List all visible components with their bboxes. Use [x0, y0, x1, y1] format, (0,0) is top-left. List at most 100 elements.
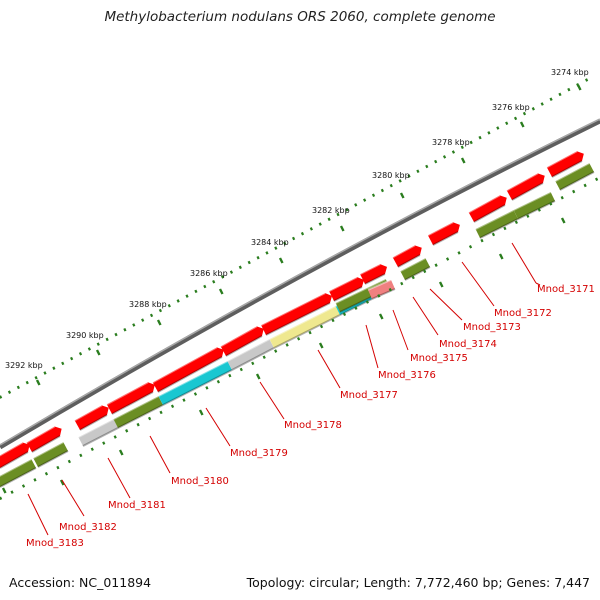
inner-dot: [33, 478, 37, 482]
reverse-gene-body: [555, 163, 594, 190]
reverse-gene-shade: [37, 450, 69, 468]
forward-gene-shine: [0, 441, 24, 457]
gene-label: Mnod_3174: [439, 339, 497, 350]
ruler-dot: [585, 78, 589, 82]
ruler-dot: [336, 212, 340, 217]
forward-gene-shade: [397, 254, 421, 268]
gene-label: Mnod_3183: [26, 538, 84, 549]
gene-label: Mnod_3181: [108, 500, 166, 511]
ruler-label: 3292 kbp: [5, 361, 43, 370]
ruler-dot: [96, 342, 100, 346]
ruler-dot: [549, 97, 553, 101]
ruler-dot: [451, 150, 456, 154]
reverse-gene-shine: [399, 257, 426, 273]
label-leader: [317, 349, 341, 389]
reverse-gene-body: [269, 306, 340, 348]
forward-gene-shade: [157, 356, 223, 393]
forward-gene-shine: [260, 292, 326, 327]
ruler-tick: [339, 225, 345, 232]
forward-gene: [26, 425, 62, 453]
ruler-dot: [558, 92, 562, 97]
inner-tick: [198, 409, 204, 416]
reverse-gene: [77, 418, 119, 447]
inner-dot: [148, 416, 152, 421]
forward-gene-body: [0, 442, 30, 468]
inner-dot: [503, 226, 507, 231]
ruler-dot: [469, 140, 473, 145]
reverse-gene-body: [78, 419, 118, 446]
ruler-dot: [442, 155, 447, 159]
ruler-dot: [220, 275, 225, 279]
ruler-dot: [52, 366, 56, 370]
ruler-dot: [194, 289, 198, 294]
ruler-dot: [371, 193, 376, 198]
ruler-tick: [576, 84, 582, 91]
inner-dot: [297, 337, 301, 341]
reverse-gene-body: [0, 459, 36, 487]
forward-gene: [152, 346, 224, 393]
reverse-gene-shine: [367, 278, 392, 291]
forward-gene-shine: [506, 172, 539, 192]
inner-dot: [90, 447, 94, 451]
reverse-gene-shade: [559, 171, 595, 191]
inner-dot: [67, 459, 71, 464]
ruler-dot: [425, 164, 429, 169]
forward-gene-shine: [546, 150, 578, 169]
ruler-tick: [35, 379, 41, 386]
inner-dot: [365, 300, 369, 304]
forward-gene-body: [506, 173, 545, 200]
forward-gene-shade: [225, 335, 263, 357]
inner-dot: [308, 330, 312, 335]
inner-tick: [560, 217, 566, 224]
inner-dot: [159, 410, 163, 415]
ruler-dot: [300, 231, 305, 236]
inner-dot: [423, 269, 427, 274]
forward-gene-shade: [79, 414, 108, 431]
reverse-gene-shine: [32, 441, 64, 460]
reverse-gene-body: [400, 258, 430, 280]
ruler-dot: [283, 241, 287, 246]
forward-gene-body: [392, 245, 422, 267]
reverse-gene-shade: [404, 266, 431, 281]
forward-gene-body: [360, 264, 388, 284]
ruler-dot: [398, 179, 402, 183]
reverse-gene-body: [113, 396, 163, 428]
ruler-dot: [25, 380, 29, 385]
reverse-gene: [475, 209, 519, 239]
inner-dot: [388, 287, 392, 292]
forward-gene-shine: [220, 325, 258, 348]
label-leader: [429, 288, 463, 321]
inner-tick: [255, 373, 261, 380]
forward-gene-body: [329, 277, 365, 301]
gene-label: Mnod_3179: [230, 448, 288, 459]
reverse-gene: [0, 458, 37, 488]
forward-gene: [220, 325, 264, 357]
ruler-dot: [212, 279, 216, 284]
inner-dot: [319, 324, 324, 329]
gene-labels: Mnod_3171 Mnod_3172 Mnod_3173 Mnod_3174 Mnod…: [26, 284, 595, 549]
forward-gene-shine: [26, 425, 56, 444]
ruler-dot: [149, 313, 154, 318]
forward-strand-genes: [0, 150, 584, 469]
reverse-strand-genes: [0, 162, 595, 488]
ruler-dot: [176, 299, 180, 303]
reverse-gene: [554, 162, 595, 191]
inner-dot: [468, 245, 473, 249]
ruler-dot: [522, 111, 527, 116]
forward-gene-body: [106, 382, 155, 414]
ruler-dot: [540, 102, 544, 106]
inner-dot: [560, 195, 564, 200]
backbone-highlight: [0, 118, 600, 446]
forward-gene-body: [220, 326, 264, 356]
inner-tick: [318, 342, 324, 349]
ruler-dot: [238, 265, 242, 270]
ruler-dot: [265, 251, 269, 255]
reverse-gene-shade: [162, 369, 233, 406]
forward-gene-shine: [359, 263, 381, 276]
label-leader: [149, 435, 171, 474]
reverse-gene-shine: [77, 418, 114, 438]
forward-gene-shade: [333, 286, 363, 302]
reverse-gene: [513, 191, 556, 220]
inner-dot: [205, 386, 209, 390]
ruler-dot: [229, 270, 234, 274]
